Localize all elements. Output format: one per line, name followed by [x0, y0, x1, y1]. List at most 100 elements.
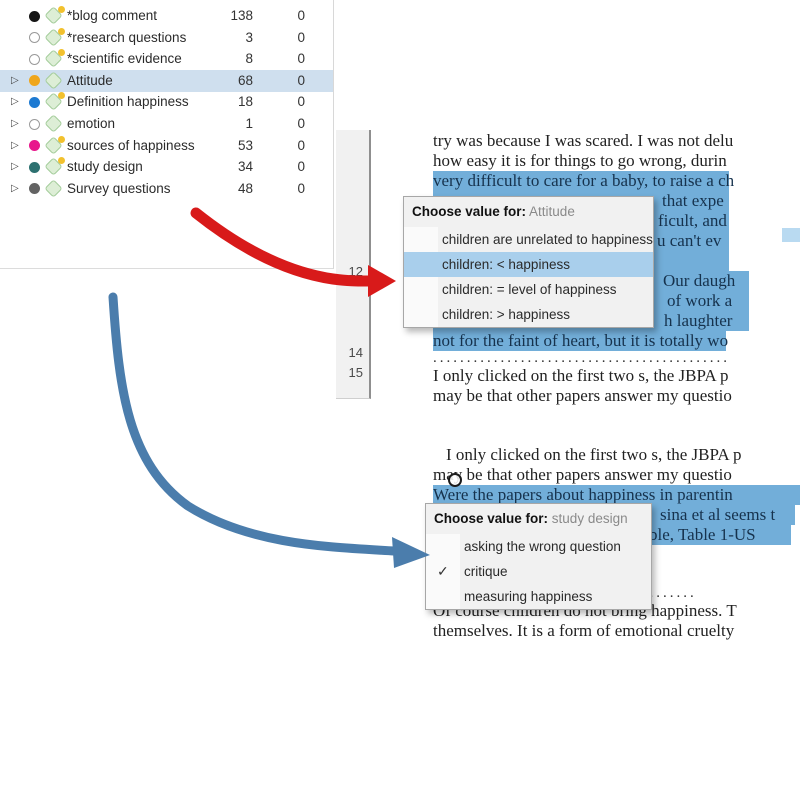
- popup-options: asking the wrong question ✓ critique measur…: [426, 534, 651, 609]
- popup-option-label: children are unrelated to happiness: [442, 232, 653, 247]
- popup-option-label: children: < happiness: [442, 257, 570, 272]
- code-row--research-questions[interactable]: *research questions 3 0: [0, 27, 333, 49]
- document-line: not for the faint of heart, but it is to…: [433, 331, 729, 350]
- popup-option[interactable]: children: > happiness: [404, 302, 653, 327]
- choose-value-popup-attitude: Choose value for: Attitude children are …: [403, 196, 654, 328]
- code-yellow-dot-icon: [58, 157, 65, 165]
- code-yellow-dot-icon: [58, 49, 65, 57]
- code-color-circle-icon: [29, 118, 40, 130]
- popup-option[interactable]: ✓ critique: [426, 559, 651, 584]
- expander-icon[interactable]: ▷: [11, 96, 19, 108]
- code-flagged-count: 0: [297, 159, 305, 175]
- popup-gutter: [426, 534, 460, 609]
- popup-option[interactable]: children: = level of happiness: [404, 277, 653, 302]
- line-number: 15: [348, 365, 363, 380]
- code-label: study design: [67, 159, 143, 175]
- expander-icon[interactable]: ▷: [11, 161, 19, 173]
- code-yellow-dot-icon: [58, 92, 65, 100]
- document-line: I only clicked on the first two s, the J…: [446, 445, 742, 464]
- check-icon: ✓: [437, 563, 449, 579]
- line-number: 14: [348, 345, 363, 360]
- line-number-gutter: 12 14 15: [336, 130, 371, 399]
- document-line: Were the papers about happiness in paren…: [433, 485, 733, 504]
- document-line: themselves. It is a form of emotional cr…: [433, 621, 735, 640]
- popup-option[interactable]: measuring happiness: [426, 584, 651, 609]
- popup-option-label: critique: [464, 564, 508, 579]
- code-row-attitude[interactable]: ▷ Attitude 68 0: [0, 69, 333, 92]
- code-yellow-dot-icon: [58, 135, 65, 143]
- expander-icon[interactable]: ▷: [11, 182, 19, 194]
- code-label: sources of happiness: [67, 137, 195, 153]
- document-line: sina et al seems t: [660, 505, 776, 524]
- document-line: very difficult to care for a baby, to ra…: [433, 171, 735, 190]
- code-row-emotion[interactable]: ▷ emotion 1 0: [0, 113, 333, 135]
- code-label: Definition happiness: [67, 94, 189, 110]
- document-line: Our daugh: [663, 271, 736, 290]
- popup-header: Choose value for: study design: [426, 504, 651, 534]
- code-row-definition-happiness[interactable]: ▷ Definition happiness 18 0: [0, 91, 333, 113]
- popup-option-label: measuring happiness: [464, 589, 593, 604]
- code-flagged-count: 0: [297, 51, 305, 67]
- document-line: how easy it is for things to go wrong, d…: [433, 151, 727, 170]
- popup-header-target: Attitude: [529, 204, 575, 219]
- code-count: 3: [245, 29, 253, 45]
- code-flagged-count: 0: [297, 29, 305, 45]
- document-line: I only clicked on the first two s, the J…: [433, 366, 729, 385]
- expander-icon[interactable]: ▷: [11, 139, 19, 151]
- code-diamond-icon: [44, 71, 63, 90]
- code-label: *blog comment: [67, 8, 158, 23]
- code-count: 18: [237, 94, 253, 110]
- code-flagged-count: 0: [297, 137, 305, 153]
- code-list-panel: *blog comment 138 0 *research questions 3 0 *s…: [0, 0, 334, 269]
- code-count: 68: [237, 72, 253, 88]
- choose-value-popup-study-design: Choose value for: study design asking th…: [425, 503, 652, 610]
- code-flagged-count: 0: [297, 94, 305, 110]
- dotted-separator: ........................................…: [433, 350, 730, 366]
- code-count: 53: [237, 137, 253, 153]
- popup-gutter: [404, 227, 438, 327]
- code-count: 138: [230, 8, 253, 23]
- popup-option[interactable]: children: < happiness: [404, 252, 653, 277]
- code-label: Survey questions: [67, 180, 171, 196]
- code-row--blog-comment[interactable]: *blog comment 138 0: [0, 5, 333, 27]
- code-color-circle-icon: [29, 183, 40, 195]
- code-color-circle-icon: [29, 96, 40, 108]
- code-flagged-count: 0: [297, 8, 305, 23]
- code-color-circle-icon: [29, 32, 40, 44]
- code-yellow-dot-icon: [58, 6, 65, 13]
- code-diamond-icon: [44, 179, 63, 198]
- document-line: u can't ev: [657, 231, 722, 250]
- document-line: ble, Table 1-US: [649, 525, 756, 544]
- code-flagged-count: 0: [297, 180, 305, 196]
- document-line: that expe: [662, 191, 724, 210]
- expander-icon[interactable]: ▷: [11, 118, 19, 129]
- code-flagged-count: 0: [297, 72, 305, 88]
- code-label: *research questions: [67, 29, 187, 45]
- document-line: may be that other papers answer my quest…: [433, 465, 732, 484]
- popup-header: Choose value for: Attitude: [404, 197, 653, 227]
- popup-option-label: children: > happiness: [442, 307, 570, 322]
- document-line: h laughter: [664, 311, 733, 330]
- popup-option[interactable]: asking the wrong question: [426, 534, 651, 559]
- document-line: may be that other papers answer my quest…: [433, 386, 732, 405]
- code-row-study-design[interactable]: ▷ study design 34 0: [0, 156, 333, 178]
- code-row-survey-questions[interactable]: ▷ Survey questions 48 0: [0, 178, 333, 200]
- code-row--scientific-evidence[interactable]: *scientific evidence 8 0: [0, 48, 333, 70]
- code-flagged-count: 0: [297, 116, 305, 131]
- highlight-edge-fragment: [782, 228, 800, 242]
- popup-options: children are unrelated to happiness child…: [404, 227, 653, 327]
- code-count: 8: [245, 51, 253, 67]
- line-number: 12: [348, 264, 363, 279]
- code-label: emotion: [67, 116, 116, 131]
- expander-icon[interactable]: ▷: [11, 74, 19, 86]
- annotation-circle-marker: [448, 473, 462, 487]
- text-highlight: [433, 485, 800, 505]
- popup-option[interactable]: children are unrelated to happiness: [404, 227, 653, 252]
- code-row-sources-of-happiness[interactable]: ▷ sources of happiness 53 0: [0, 135, 333, 157]
- text-highlight: [433, 171, 729, 191]
- code-count: 48: [237, 180, 253, 196]
- code-color-circle-icon: [29, 10, 40, 22]
- code-color-circle-icon: [29, 53, 40, 65]
- code-color-circle-icon: [29, 140, 40, 152]
- text-highlight: [433, 331, 726, 351]
